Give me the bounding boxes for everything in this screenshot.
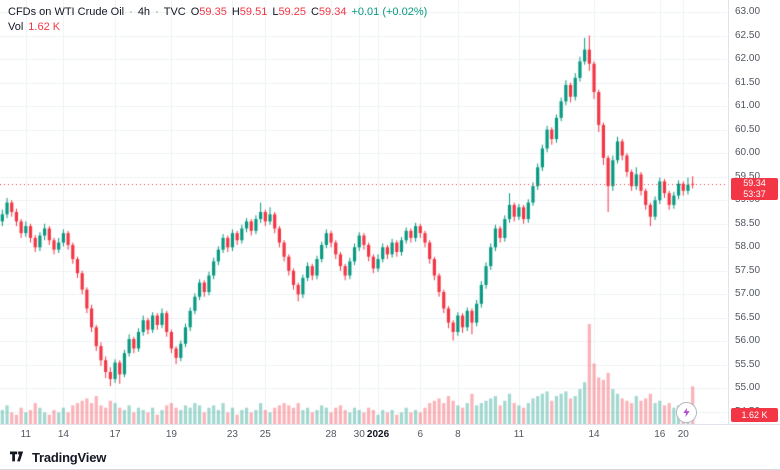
price-tick: 62.50 [735, 29, 761, 41]
ohlc-high: H 59.51 [232, 5, 267, 20]
time-tick: 16 [654, 429, 666, 440]
price-tick: 60.50 [735, 123, 761, 135]
last-price-value: 59.34 [743, 178, 766, 189]
lightning-icon [683, 407, 690, 418]
time-tick: 30 [353, 429, 365, 440]
price-tick: 55.00 [735, 382, 761, 394]
high-value: 59.51 [239, 6, 268, 18]
exchange-name: TVC [163, 6, 186, 18]
time-tick: 28 [325, 429, 337, 440]
price-tick: 58.50 [735, 217, 761, 229]
volume-label: Vol [8, 21, 24, 33]
ohlc-open: O 59.35 [191, 5, 227, 20]
price-tick: 56.50 [735, 311, 761, 323]
price-tick: 62.00 [735, 53, 761, 65]
chart-canvas[interactable] [0, 0, 727, 424]
time-tick: 25 [259, 429, 271, 440]
ohlc-low: L 59.25 [272, 5, 306, 20]
ohlc-close: C 59.34 [311, 5, 346, 20]
price-tick: 55.50 [735, 358, 761, 370]
time-tick: 19 [165, 429, 177, 440]
time-tick: 17 [109, 429, 121, 440]
close-label: C [310, 6, 319, 18]
symbol-legend: CFDs on WTI Crude Oil · 4h · TVC O 59.35 … [8, 5, 427, 35]
high-label: H [231, 6, 240, 18]
time-tick: 20 [677, 429, 689, 440]
price-tick: 60.00 [735, 147, 761, 159]
legend-row-main: CFDs on WTI Crude Oil · 4h · TVC O 59.35 … [8, 5, 427, 20]
price-tick: 61.00 [735, 100, 761, 112]
interval-value[interactable]: 4h [137, 6, 151, 18]
change-value: +0.01 (+0.02%) [351, 6, 428, 18]
price-axis[interactable]: 59.34 53:37 1.62 K 63.00 62.50 62.00 61.50 6… [728, 0, 780, 424]
bar-countdown: 53:37 [743, 189, 766, 200]
time-tick: 14 [57, 429, 69, 440]
price-tick: 57.00 [735, 288, 761, 300]
price-tick: 56.00 [735, 335, 761, 347]
time-tick: 2026 [366, 429, 390, 440]
separator: · [129, 6, 133, 18]
time-axis[interactable]: 11 14 17 19 23 25 28 30 2026 6 8 11 14 16 20 [0, 424, 780, 446]
time-tick: 8 [455, 429, 461, 440]
open-value: 59.35 [199, 6, 227, 18]
price-tick: 61.50 [735, 76, 761, 88]
boost-button[interactable] [676, 402, 697, 423]
price-tick: 58.00 [735, 241, 761, 253]
time-tick: 6 [417, 429, 424, 440]
tradingview-logo-icon[interactable] [10, 450, 26, 465]
open-label: O [190, 6, 200, 18]
volume-value: 1.62 K [28, 21, 61, 33]
low-label: L [272, 6, 279, 18]
time-tick: 11 [513, 429, 525, 440]
price-tick: 63.00 [735, 6, 761, 17]
footer: TradingView [0, 446, 780, 470]
price-tick: 57.50 [735, 264, 761, 276]
price-tick: 59.50 [735, 170, 761, 182]
symbol-title[interactable]: CFDs on WTI Crude Oil [8, 6, 125, 18]
low-value: 59.25 [278, 6, 306, 18]
close-value: 59.34 [318, 6, 347, 18]
last-price-badge: 59.34 53:37 [731, 178, 778, 201]
volume-badge: 1.62 K [731, 408, 778, 422]
time-tick: 14 [588, 429, 600, 440]
legend-row-volume: Vol 1.62 K [8, 20, 427, 35]
brand-name[interactable]: TradingView [32, 450, 107, 465]
separator: · [155, 6, 159, 18]
time-tick: 11 [20, 429, 32, 440]
time-tick: 23 [226, 429, 238, 440]
